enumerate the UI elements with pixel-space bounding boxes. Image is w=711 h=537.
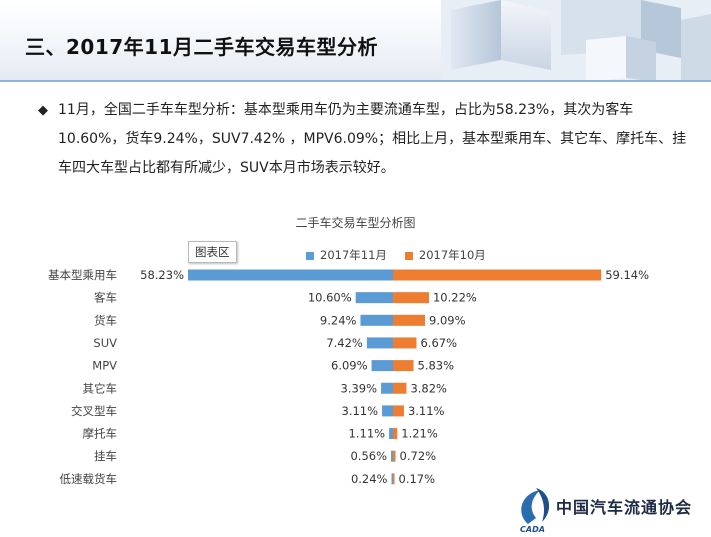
data-label-oct: 1.21% xyxy=(401,427,438,441)
category-label: 其它车 xyxy=(83,381,118,395)
bar-nov xyxy=(366,337,393,349)
category-label: 客车 xyxy=(94,291,117,305)
category-label: 货车 xyxy=(94,313,117,327)
data-label-nov: 9.24% xyxy=(320,313,357,327)
category-label: 挂车 xyxy=(94,449,117,463)
bar-nov xyxy=(355,292,393,304)
data-label-nov: 58.23% xyxy=(140,268,184,282)
data-label-oct: 10.22% xyxy=(433,291,477,305)
decorative-cubes-graphic xyxy=(441,0,711,82)
bar-nov xyxy=(382,405,393,417)
association-name: 中国汽车流通协会 xyxy=(556,498,693,517)
legend-item-oct: 2017年10月 xyxy=(404,247,486,263)
data-label-nov: 3.11% xyxy=(342,404,379,418)
header-divider xyxy=(0,80,711,82)
chart-legend: 2017年11月 2017年10月 xyxy=(306,247,486,263)
data-label-nov: 0.24% xyxy=(351,472,388,486)
bar-nov xyxy=(371,360,393,372)
chart-title: 二手车交易车型分析图 xyxy=(295,216,416,230)
summary-paragraph: ◆ 11月，全国二手车车型分析：基本型乘用车仍为主要流通车型，占比为58.23%… xyxy=(38,96,688,183)
bar-oct xyxy=(393,269,602,281)
data-label-nov: 3.39% xyxy=(341,381,378,395)
legend-swatch-nov xyxy=(306,251,314,260)
data-label-oct: 0.72% xyxy=(400,449,437,463)
bar-oct xyxy=(393,405,404,417)
data-label-nov: 1.11% xyxy=(349,427,386,441)
bar-oct xyxy=(393,314,426,326)
category-label: 交叉型车 xyxy=(71,404,117,418)
data-label-oct: 59.14% xyxy=(605,268,649,282)
category-label: SUV xyxy=(93,336,117,350)
page-title: 三、2017年11月二手车交易车型分析 xyxy=(25,35,378,59)
diamond-bullet-icon: ◆ xyxy=(38,103,48,118)
category-label: MPV xyxy=(92,359,117,373)
category-label: 基本型乘用车 xyxy=(48,268,117,282)
data-label-nov: 7.42% xyxy=(326,336,363,350)
svg-text:CADA: CADA xyxy=(520,525,545,534)
data-label-oct: 9.09% xyxy=(429,313,466,327)
bar-nov xyxy=(389,428,393,440)
bar-oct xyxy=(393,428,398,440)
chart-area-tooltip: 图表区 xyxy=(188,241,237,263)
bar-nov xyxy=(188,269,393,281)
bar-nov xyxy=(391,473,393,485)
bar-oct xyxy=(393,360,414,372)
category-label: 摩托车 xyxy=(83,427,118,441)
data-label-nov: 10.60% xyxy=(308,291,352,305)
bar-nov xyxy=(360,314,393,326)
header-banner: 三、2017年11月二手车交易车型分析 xyxy=(0,0,711,82)
data-label-oct: 0.17% xyxy=(399,472,436,486)
legend-swatch-oct xyxy=(404,251,413,260)
summary-text: 11月，全国二手车车型分析：基本型乘用车仍为主要流通车型，占比为58.23%，其… xyxy=(58,102,687,176)
bar-oct xyxy=(393,450,396,462)
bar-oct xyxy=(393,382,407,394)
data-label-nov: 0.56% xyxy=(350,449,387,463)
legend-item-nov: 2017年11月 xyxy=(306,247,387,263)
bar-oct xyxy=(393,337,417,349)
bar-nov xyxy=(391,450,393,462)
cada-logo-icon: CADA xyxy=(520,488,550,534)
legend-label-oct: 2017年10月 xyxy=(418,248,486,262)
data-label-oct: 3.82% xyxy=(410,381,447,395)
data-label-oct: 3.11% xyxy=(408,404,445,418)
bar-nov xyxy=(381,382,393,394)
category-label: 低速载货车 xyxy=(60,472,118,486)
legend-label-nov: 2017年11月 xyxy=(320,248,387,262)
bar-oct xyxy=(393,292,429,304)
data-label-nov: 6.09% xyxy=(331,359,368,373)
data-label-oct: 5.83% xyxy=(418,359,455,373)
bar-oct xyxy=(393,473,395,485)
data-label-oct: 6.67% xyxy=(420,336,457,350)
